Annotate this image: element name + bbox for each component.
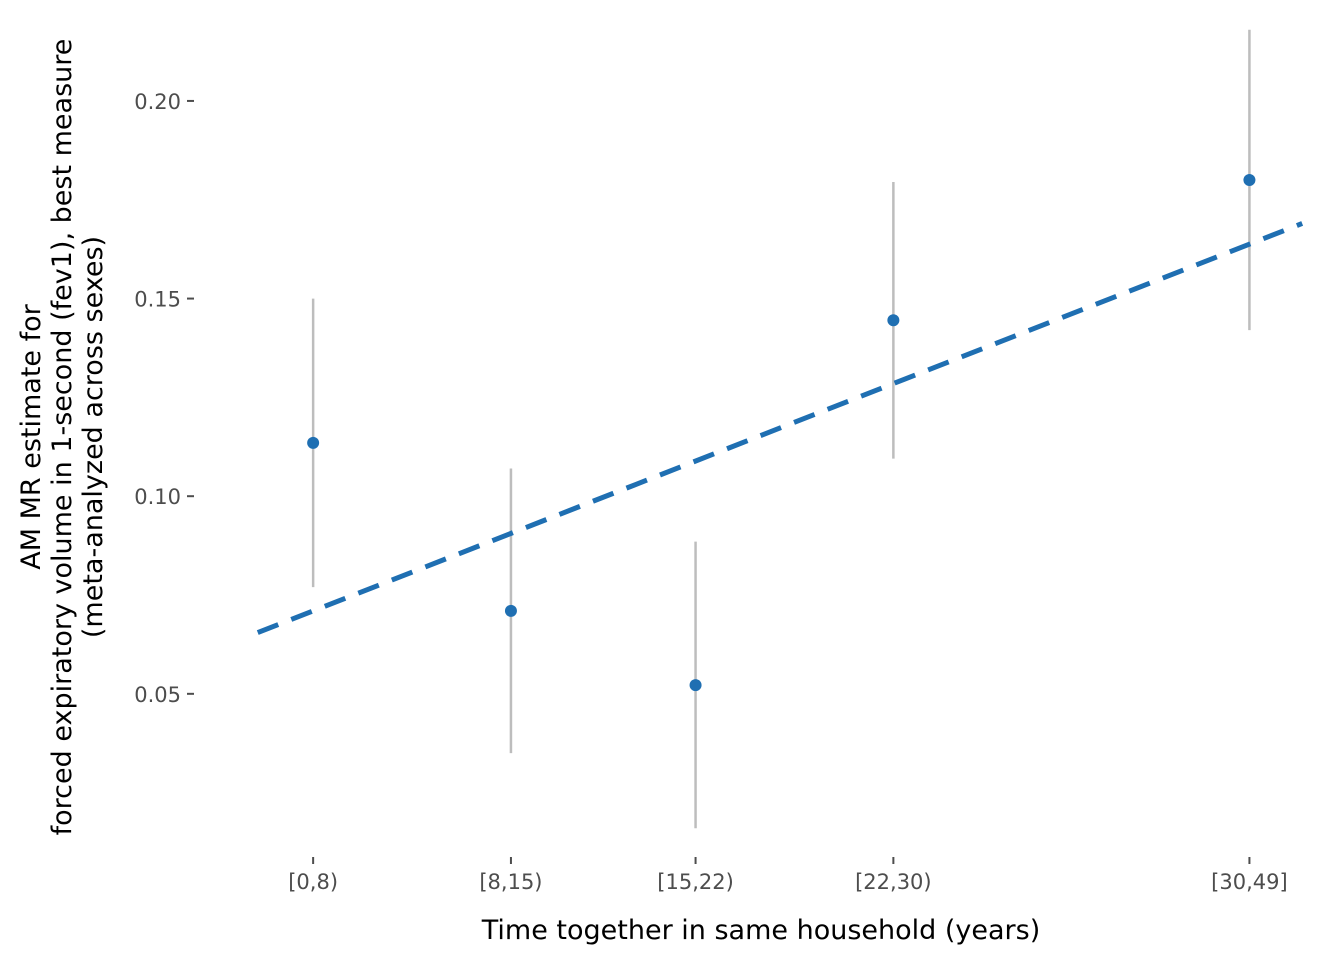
data-point bbox=[1243, 173, 1256, 186]
data-point bbox=[307, 436, 320, 449]
y-axis: 0.05 0.10 0.15 0.20 bbox=[134, 90, 194, 707]
x-tick-label: [8,15) bbox=[479, 870, 542, 894]
data-point bbox=[504, 604, 517, 617]
y-axis-title-line: (meta-analyzed across sexes) bbox=[78, 236, 109, 638]
x-axis: [0,8) [8,15) [15,22) [22,30) [30,49] bbox=[288, 857, 1288, 894]
y-tick-label: 0.10 bbox=[134, 485, 181, 509]
y-axis-title-line: AM MR estimate for bbox=[16, 303, 47, 569]
data-points bbox=[307, 173, 1256, 692]
x-tick-label: [22,30) bbox=[855, 870, 932, 894]
trend-line-group bbox=[256, 221, 1304, 635]
y-tick-label: 0.20 bbox=[134, 90, 181, 114]
trend-line bbox=[256, 221, 1304, 635]
y-axis-title-line: forced expiratory volume in 1-second (fe… bbox=[47, 39, 78, 836]
x-tick-label: [15,22) bbox=[657, 870, 734, 894]
data-point bbox=[689, 679, 702, 692]
y-axis-title: AM MR estimate forforced expiratory volu… bbox=[16, 39, 109, 836]
y-tick-label: 0.15 bbox=[134, 288, 181, 312]
x-tick-label: [0,8) bbox=[288, 870, 338, 894]
y-tick-label: 0.05 bbox=[134, 683, 181, 707]
x-tick-label: [30,49] bbox=[1211, 870, 1288, 894]
data-point bbox=[887, 314, 900, 327]
x-axis-title: Time together in same household (years) bbox=[481, 915, 1040, 946]
